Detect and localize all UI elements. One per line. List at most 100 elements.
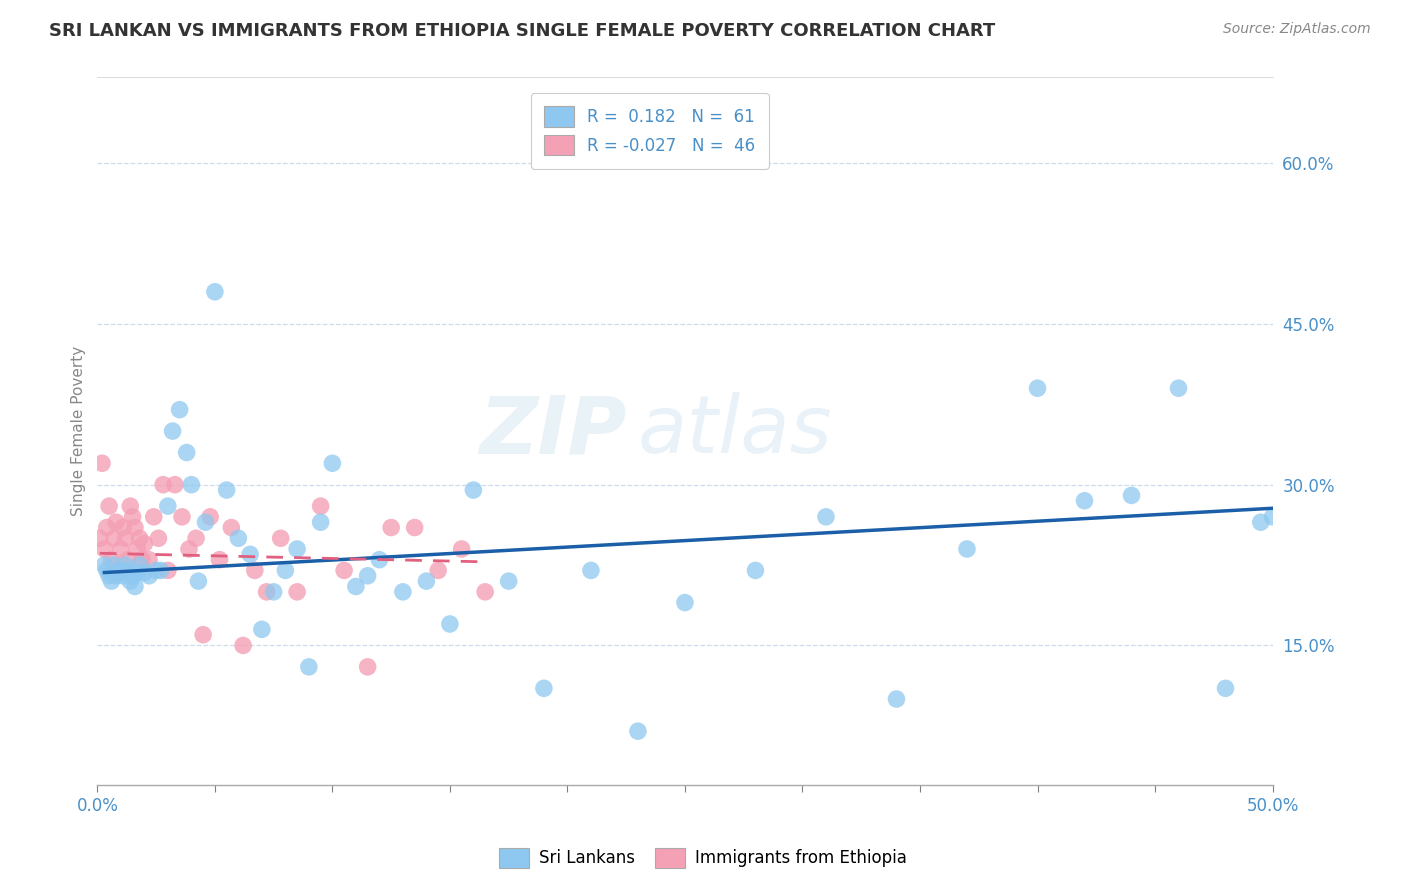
Point (112, 568, 135, 582)
Point (121, 509, 143, 524)
Point (1261, 509, 1284, 524)
Point (333, 563, 356, 577)
Point (427, 563, 450, 577)
Point (121, 568, 143, 582)
Point (474, 585, 496, 599)
Point (110, 563, 132, 577)
Point (228, 531, 250, 545)
Point (198, 509, 221, 524)
Point (128, 558, 150, 572)
Point (91, 456, 114, 470)
Point (163, 477, 186, 491)
Point (1250, 515, 1272, 529)
Point (138, 552, 160, 566)
Text: Source: ZipAtlas.com: Source: ZipAtlas.com (1223, 22, 1371, 37)
Point (170, 509, 193, 524)
Point (134, 536, 156, 550)
Point (1026, 381, 1049, 395)
Point (100, 552, 122, 566)
Point (169, 402, 191, 417)
Point (498, 574, 520, 588)
Point (285, 585, 308, 599)
Legend: Sri Lankans, Immigrants from Ethiopia: Sri Lankans, Immigrants from Ethiopia (492, 841, 914, 875)
Point (145, 563, 167, 577)
Point (263, 585, 285, 599)
Point (208, 552, 231, 566)
Point (156, 563, 179, 577)
Point (128, 531, 150, 545)
Point (105, 515, 128, 529)
Point (96, 520, 118, 534)
Point (131, 552, 153, 566)
Point (120, 499, 142, 513)
Point (96, 563, 118, 577)
Point (124, 520, 146, 534)
Point (204, 285, 226, 299)
Point (579, 563, 602, 577)
Point (187, 574, 209, 588)
Point (673, 596, 696, 610)
Point (191, 628, 214, 642)
Point (103, 558, 125, 572)
Point (180, 477, 202, 491)
Point (886, 692, 908, 706)
Point (1073, 493, 1095, 508)
Point (100, 574, 122, 588)
Point (162, 424, 184, 438)
Point (239, 547, 262, 561)
Point (463, 483, 485, 497)
Point (243, 563, 266, 577)
Point (285, 541, 308, 556)
Point (134, 566, 156, 580)
Point (344, 580, 367, 594)
Point (89, 531, 111, 545)
Point (415, 574, 437, 588)
Point (103, 531, 125, 545)
Point (744, 563, 766, 577)
Point (110, 541, 132, 556)
Y-axis label: Single Female Poverty: Single Female Poverty (72, 346, 86, 516)
Point (138, 568, 160, 582)
Point (184, 531, 207, 545)
Point (105, 568, 128, 582)
Point (356, 568, 378, 582)
Legend: R =  0.182   N =  61, R = -0.027   N =  46: R = 0.182 N = 61, R = -0.027 N = 46 (530, 93, 769, 169)
Point (156, 499, 179, 513)
Point (98, 499, 121, 513)
Text: SRI LANKAN VS IMMIGRANTS FROM ETHIOPIA SINGLE FEMALE POVERTY CORRELATION CHART: SRI LANKAN VS IMMIGRANTS FROM ETHIOPIA S… (49, 22, 995, 40)
Point (627, 724, 650, 739)
Point (177, 541, 200, 556)
Point (120, 574, 142, 588)
Point (194, 515, 217, 529)
Point (356, 660, 378, 674)
Point (221, 520, 243, 534)
Point (1121, 488, 1143, 502)
Point (439, 617, 461, 632)
Point (450, 541, 472, 556)
Point (215, 483, 238, 497)
Point (392, 585, 415, 599)
Point (112, 520, 135, 534)
Point (93, 558, 115, 572)
Point (1167, 381, 1189, 395)
Point (321, 456, 343, 470)
Point (98, 568, 121, 582)
Point (404, 520, 426, 534)
Point (127, 541, 149, 556)
Point (232, 639, 254, 653)
Point (368, 552, 391, 566)
Point (380, 520, 402, 534)
Point (274, 563, 297, 577)
Point (148, 531, 170, 545)
Point (114, 531, 136, 545)
Point (256, 585, 278, 599)
Point (533, 681, 555, 696)
Text: atlas: atlas (638, 392, 832, 470)
Point (814, 509, 837, 524)
Point (176, 445, 198, 459)
Point (117, 552, 139, 566)
Point (298, 660, 321, 674)
Point (270, 531, 292, 545)
Text: ZIP: ZIP (479, 392, 626, 470)
Point (1215, 681, 1237, 696)
